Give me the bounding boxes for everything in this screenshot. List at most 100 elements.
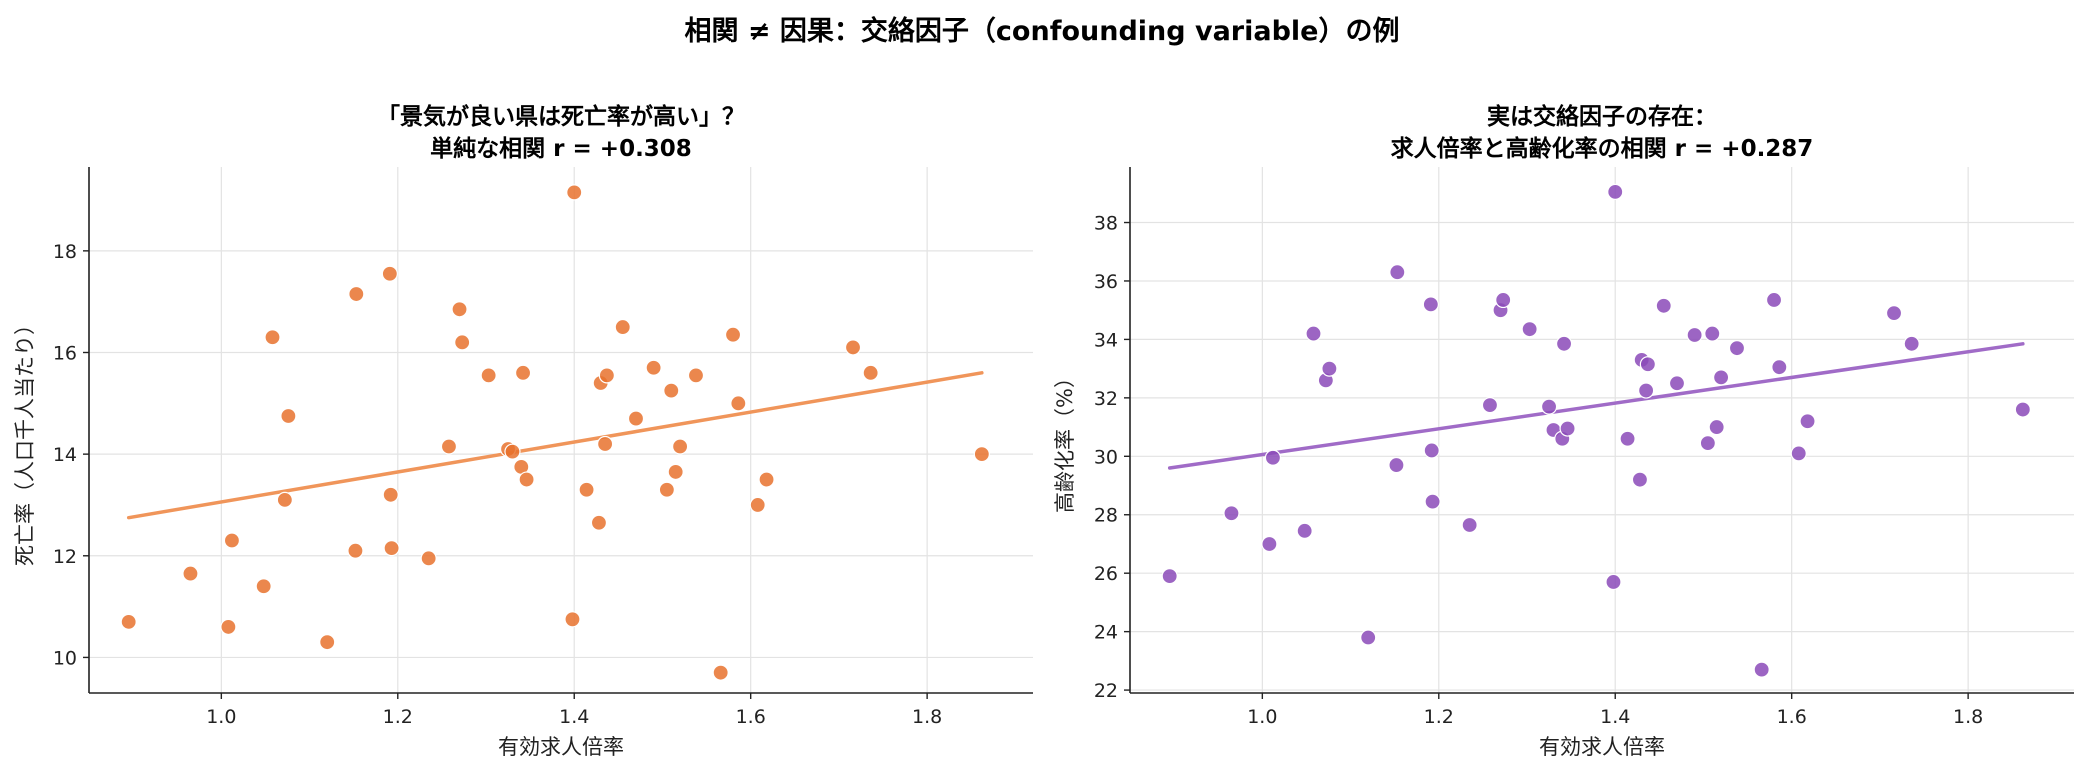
y-tick-label: 18 — [53, 241, 77, 263]
data-point — [319, 634, 336, 651]
y-tick-label: 10 — [53, 647, 77, 669]
x-tick-label: 1.0 — [206, 706, 236, 728]
y-tick-label: 14 — [53, 444, 77, 466]
data-point — [1261, 535, 1278, 553]
x-tick-label: 1.4 — [559, 706, 589, 728]
data-point — [1555, 335, 1573, 352]
data-point — [1753, 661, 1770, 678]
data-point — [276, 491, 293, 508]
panel1-x-ticks: 1.0 1.2 1.4 1.6 1.8 — [206, 693, 942, 728]
x-tick-label: 1.8 — [1953, 706, 1983, 728]
data-point — [1559, 420, 1576, 437]
y-tick-label: 38 — [1094, 213, 1118, 235]
data-point — [1728, 340, 1746, 357]
data-point — [440, 438, 458, 455]
data-point — [1765, 291, 1783, 309]
data-point — [1668, 375, 1686, 392]
x-tick-label: 1.2 — [383, 706, 413, 728]
data-point — [712, 664, 729, 681]
data-point — [1619, 430, 1636, 447]
data-point — [1631, 471, 1649, 488]
panel2-points — [1161, 183, 2031, 678]
panel1-x-label: 有効求人倍率 — [498, 735, 624, 759]
panel2-x-label: 有効求人倍率 — [1539, 735, 1665, 759]
data-point — [1605, 573, 1622, 591]
data-point — [120, 613, 137, 630]
y-tick-label: 36 — [1094, 271, 1118, 293]
panel1-grid — [89, 167, 1033, 693]
data-point — [598, 367, 615, 384]
data-point — [1713, 369, 1730, 386]
y-tick-label: 28 — [1094, 505, 1118, 527]
data-point — [1540, 398, 1558, 415]
data-point — [658, 481, 675, 498]
data-point — [1708, 418, 1725, 436]
data-point — [667, 463, 684, 481]
data-point — [973, 446, 990, 463]
data-point — [1704, 325, 1721, 342]
data-point — [504, 443, 521, 460]
data-point — [1699, 435, 1716, 452]
data-point — [1481, 397, 1499, 414]
data-point — [348, 285, 365, 303]
data-point — [564, 611, 581, 628]
panel-mortality: 「景気が良い県は死亡率が高い」？ 単純な相関 r = +0.308 1.0 1.2… — [13, 103, 1033, 759]
figure-title: 相関 ≠ 因果：交絡因子（confounding variable）の例 — [685, 15, 1400, 47]
panel2-title-line2: 求人倍率と高齢化率の相関 r = +0.287 — [1391, 135, 1814, 162]
data-point — [1790, 445, 1807, 462]
data-point — [597, 435, 614, 453]
data-point — [687, 367, 705, 384]
x-tick-label: 1.4 — [1600, 706, 1630, 728]
data-point — [844, 339, 862, 356]
data-point — [1495, 291, 1512, 309]
x-tick-label: 1.8 — [912, 706, 942, 728]
y-tick-label: 16 — [53, 342, 77, 364]
data-point — [514, 364, 532, 381]
data-point — [590, 514, 608, 531]
data-point — [1305, 325, 1322, 342]
panel2-x-ticks: 1.0 1.2 1.4 1.6 1.8 — [1247, 693, 1983, 728]
data-point — [1799, 413, 1816, 430]
data-point — [566, 184, 583, 201]
data-point — [672, 438, 689, 455]
y-tick-label: 12 — [53, 546, 77, 568]
panel2-y-ticks: 22 24 26 28 30 32 34 36 38 — [1094, 213, 1130, 702]
x-tick-label: 1.6 — [1777, 706, 1807, 728]
y-tick-label: 30 — [1094, 446, 1118, 468]
panel2-title-line1: 実は交絡因子の存在： — [1487, 103, 1717, 130]
data-point — [518, 471, 535, 488]
trend-line — [1167, 342, 2025, 470]
data-point — [578, 481, 595, 498]
trend-line — [126, 371, 984, 520]
y-tick-label: 26 — [1094, 563, 1118, 585]
data-point — [1885, 305, 1903, 322]
data-point — [1521, 321, 1538, 338]
panel-aging: 実は交絡因子の存在： 求人倍率と高齢化率の相関 r = +0.287 1.0 1.… — [1053, 103, 2074, 759]
data-point — [255, 578, 272, 595]
y-tick-label: 24 — [1094, 622, 1118, 644]
panel1-title-line2: 単純な相関 r = +0.308 — [430, 135, 692, 162]
data-point — [614, 318, 631, 336]
data-point — [1321, 360, 1338, 377]
data-point — [1422, 296, 1439, 313]
data-point — [730, 395, 747, 412]
panel2-grid — [1130, 167, 2074, 693]
data-point — [1607, 183, 1624, 200]
x-tick-label: 1.6 — [736, 706, 766, 728]
panel2-trend — [1167, 342, 2025, 470]
data-point — [1461, 516, 1478, 534]
data-point — [382, 486, 399, 503]
x-tick-label: 1.0 — [1247, 706, 1277, 728]
data-point — [862, 364, 879, 381]
data-point — [1903, 335, 1920, 352]
y-tick-label: 22 — [1094, 680, 1118, 702]
data-point — [420, 550, 437, 567]
data-point — [480, 367, 497, 384]
data-point — [1639, 356, 1656, 373]
data-point — [1638, 382, 1655, 399]
data-point — [347, 542, 364, 559]
data-point — [451, 301, 468, 318]
y-tick-label: 34 — [1094, 329, 1118, 351]
data-point — [220, 618, 237, 636]
